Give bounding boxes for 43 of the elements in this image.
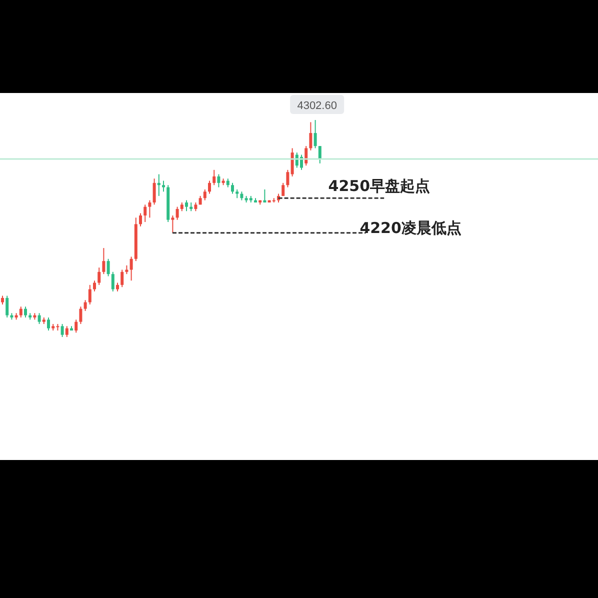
candlestick [185,200,188,212]
ref-line-label: 4220凌晨低点 [360,218,462,237]
candlestick [106,258,110,277]
candlestick [208,180,211,194]
candlestick [47,316,50,331]
candlestick [152,178,156,206]
candlestick [318,146,322,164]
candlestick [282,182,285,196]
candlestick [120,269,124,288]
candlestick [130,256,133,282]
candlestick [79,306,82,324]
candlestick [203,188,206,201]
candlestick [111,271,114,292]
candlestick [144,204,147,222]
candlestick [6,295,9,318]
candlestick [84,300,87,312]
candlestick [102,248,106,275]
candlestick [309,122,312,151]
candlestick [171,214,174,234]
candlestick [212,169,216,186]
candlestick [286,169,290,188]
annotation: 4302.60 [297,100,337,112]
candlestick [24,306,27,318]
candlestick [290,148,294,177]
ref-line-label: 4250早盘起点 [328,177,430,196]
candlestick [162,180,165,192]
candlestick [314,120,317,149]
candlestick [88,284,92,305]
candlestick [217,174,220,188]
candlestick [93,280,96,292]
candlestick [263,188,266,203]
candlestick [176,206,179,220]
candlestick [38,312,41,324]
candlestick [148,200,152,218]
candlestick [65,326,68,337]
candlestick [139,212,142,227]
candlestick [157,174,160,196]
candlestick [60,323,64,337]
candlestick [74,319,78,334]
price-tag: 4302.60 [290,95,344,114]
candlestick [231,182,234,194]
candlestick [19,306,22,318]
candlestick [98,267,101,286]
